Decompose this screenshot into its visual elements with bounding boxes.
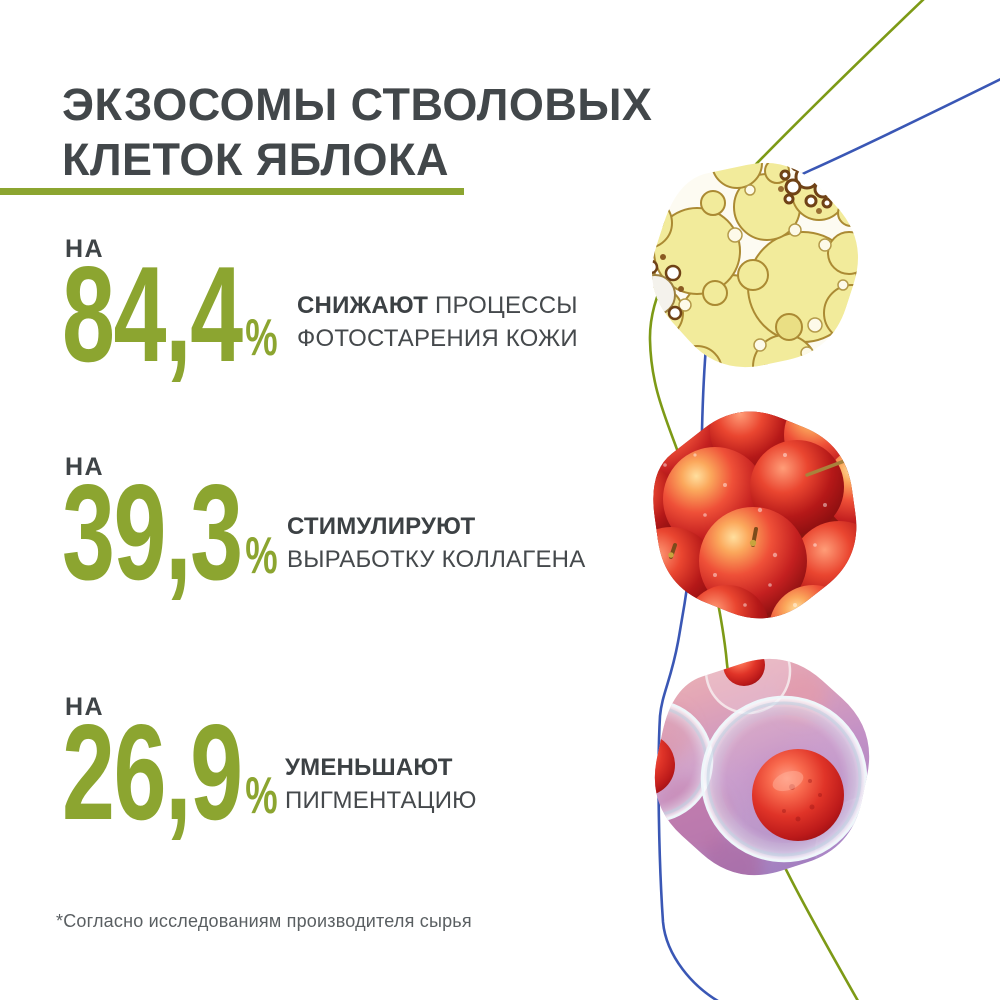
stat-value-number: 84,4 [62, 238, 243, 390]
stat-value-number: 26,9 [62, 696, 243, 848]
stat-value: 39,3% [62, 464, 278, 600]
stat-prefix: НА [65, 235, 105, 263]
stem-cells-photo [628, 633, 896, 901]
title-underline [0, 188, 464, 195]
stat-description: УМЕНЬШАЮТ ПИГМЕНТАЦИЮ [285, 751, 477, 817]
stat-description-line2: ВЫРАБОТКУ КОЛЛАГЕНА [287, 546, 586, 573]
stat-number-column: НА 84,4% [62, 235, 370, 383]
stat-description-line2: ФОТОСТАРЕНИЯ КОЖИ [297, 325, 578, 352]
stat-description-bold: СНИЖАЮТ [297, 292, 429, 319]
stat-description-bold: СТИМУЛИРУЮТ [287, 513, 476, 540]
stat-value: 84,4% [62, 246, 278, 382]
percent-sign: % [245, 767, 278, 825]
stat-description-line1: УМЕНЬШАЮТ [285, 751, 477, 784]
page-title-line2: КЛЕТОК ЯБЛОКА [62, 134, 450, 185]
stat-number-column: НА 26,9% [62, 693, 370, 841]
page-title-line1: ЭКЗОСОМЫ СТВОЛОВЫХ [62, 79, 653, 130]
stat-description: СНИЖАЮТ ПРОЦЕССЫ ФОТОСТАРЕНИЯ КОЖИ [297, 289, 578, 355]
stat-description: СТИМУЛИРУЮТ ВЫРАБОТКУ КОЛЛАГЕНА [287, 510, 585, 576]
page-title: ЭКЗОСОМЫ СТВОЛОВЫХ КЛЕТОК ЯБЛОКА [62, 77, 652, 187]
stat-number-column: НА 39,3% [62, 453, 370, 601]
stat-description-line1: СТИМУЛИРУЮТ [287, 510, 585, 543]
stat-description-rest: ПРОЦЕССЫ [428, 292, 578, 319]
percent-sign: % [245, 309, 278, 367]
red-apples-photo [625, 385, 885, 645]
stat-prefix: НА [65, 693, 105, 721]
stat-value-number: 39,3 [62, 456, 243, 608]
stat-description-line2: ПИГМЕНТАЦИЮ [285, 787, 477, 814]
footnote: *Согласно исследованиям производителя сы… [56, 911, 472, 931]
stat-description-line1: СНИЖАЮТ ПРОЦЕССЫ [297, 289, 578, 322]
stat-value: 26,9% [62, 704, 278, 840]
stat-description-bold: УМЕНЬШАЮТ [285, 754, 453, 781]
stat-prefix: НА [65, 453, 105, 481]
percent-sign: % [245, 527, 278, 585]
oil-droplets-photo [625, 135, 885, 395]
